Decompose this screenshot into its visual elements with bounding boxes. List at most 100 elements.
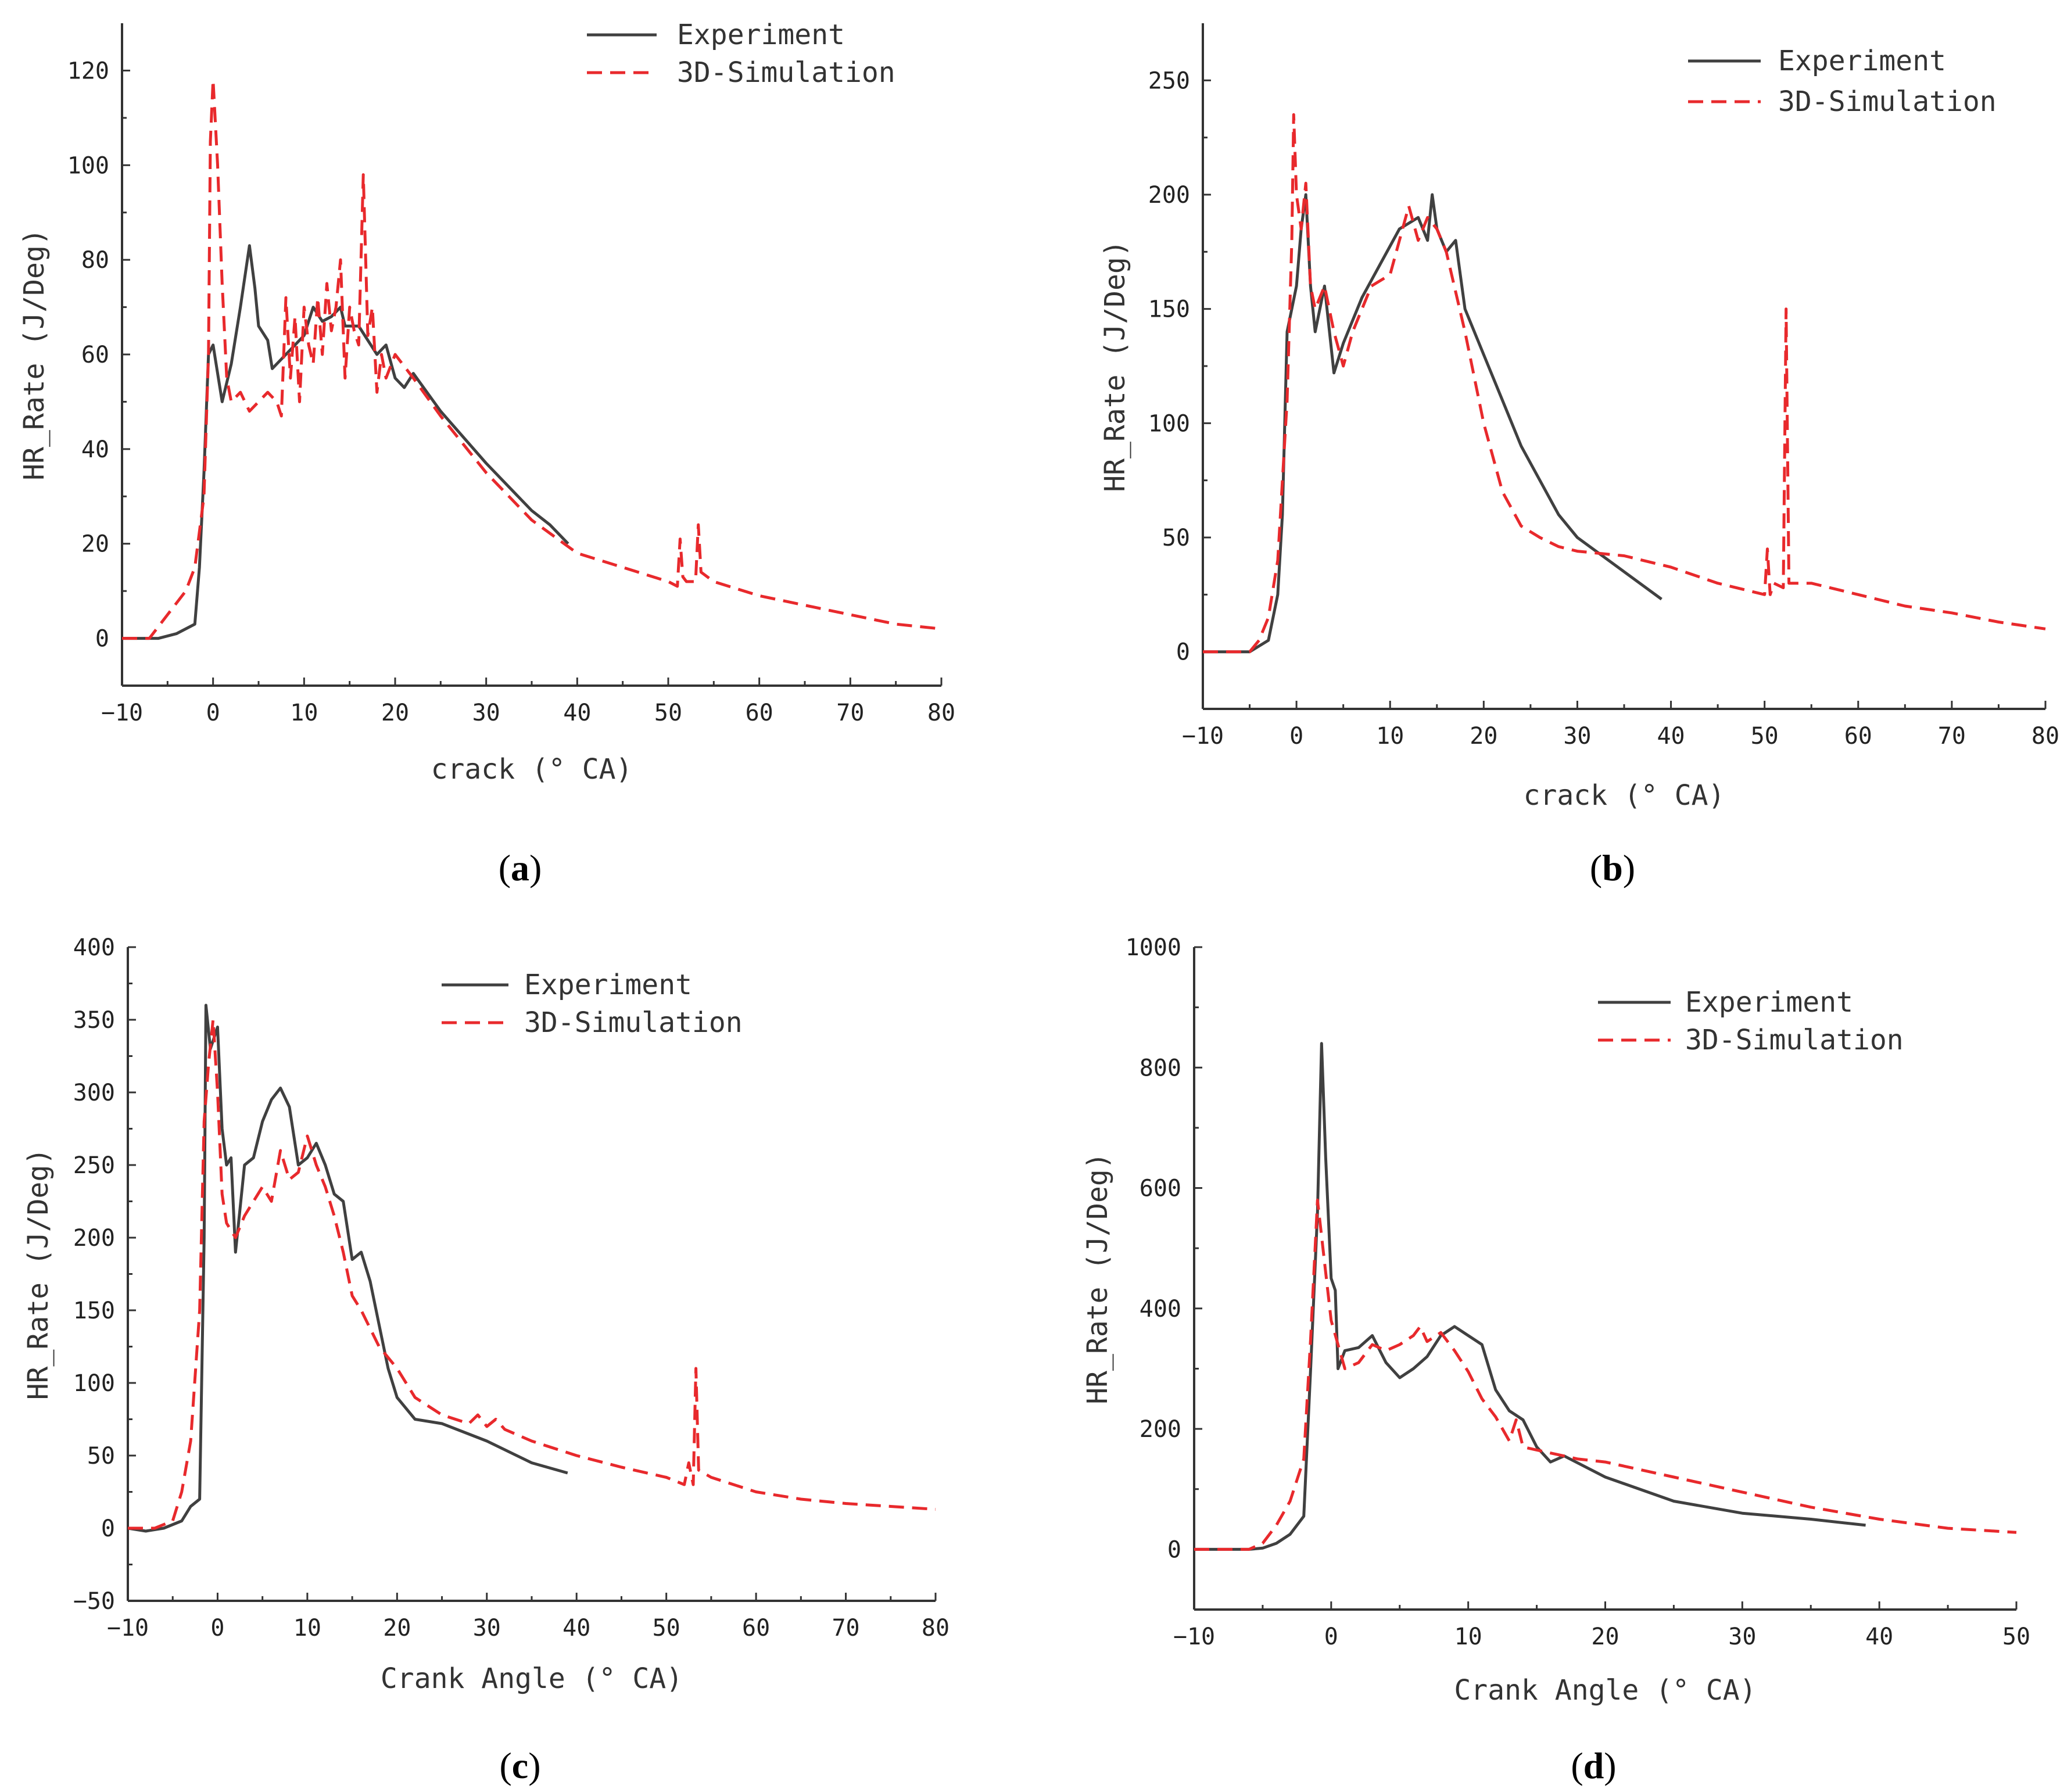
legend-label: 3D-Simulation bbox=[677, 56, 895, 89]
x-tick-label: 30 bbox=[1563, 723, 1591, 750]
x-tick-label: 40 bbox=[1865, 1623, 1893, 1650]
y-tick-label: 0 bbox=[1176, 639, 1190, 666]
x-tick-label: −10 bbox=[107, 1615, 149, 1642]
panel-caption: (b) bbox=[1590, 847, 1635, 888]
panel-b: −10 0 10 20 30 40 50 60 70 80 0 50 100 150 200 250 HR_Ra… bbox=[1099, 23, 2059, 888]
x-tick-label: 10 bbox=[1454, 1623, 1482, 1650]
x-tick-label: 0 bbox=[1289, 723, 1303, 750]
legend-label: Experiment bbox=[1778, 45, 1946, 77]
series-line-simulation bbox=[1194, 1198, 2017, 1551]
legend-label: Experiment bbox=[677, 19, 845, 51]
x-tick-label: 70 bbox=[836, 700, 864, 726]
y-tick-label: 40 bbox=[81, 436, 109, 463]
x-tick-label: 40 bbox=[1657, 723, 1685, 750]
y-tick-label: 200 bbox=[1148, 182, 1190, 209]
y-tick-label: 100 bbox=[67, 152, 109, 179]
x-tick-label: 60 bbox=[742, 1615, 770, 1642]
y-tick-label: 800 bbox=[1140, 1055, 1181, 1081]
x-tick-label: 10 bbox=[290, 700, 318, 726]
y-axis-label: HR_Rate (J/Deg) bbox=[1099, 240, 1131, 492]
x-axis-label: crack (° CA) bbox=[1524, 779, 1725, 812]
series-line-simulation bbox=[1203, 113, 2046, 654]
x-tick-label: 20 bbox=[383, 1615, 411, 1642]
y-axis-label: HR_Rate (J/Deg) bbox=[18, 228, 51, 480]
y-tick-label: 0 bbox=[95, 626, 109, 653]
y-tick-label: 50 bbox=[1162, 525, 1190, 551]
legend-label: 3D-Simulation bbox=[524, 1006, 743, 1039]
x-tick-label: 10 bbox=[293, 1615, 321, 1642]
x-tick-label: 50 bbox=[2002, 1623, 2030, 1650]
x-tick-label: 20 bbox=[381, 700, 409, 726]
panel-caption: (d) bbox=[1571, 1745, 1616, 1786]
series-line-simulation bbox=[128, 1018, 936, 1530]
y-tick-label: 600 bbox=[1140, 1175, 1181, 1202]
x-axis-label: Crank Angle (° CA) bbox=[1454, 1674, 1756, 1707]
x-tick-label: 40 bbox=[563, 700, 591, 726]
x-tick-label: 50 bbox=[654, 700, 682, 726]
y-tick-label: 100 bbox=[1148, 410, 1190, 437]
y-tick-label: 150 bbox=[1148, 296, 1190, 323]
panel-caption-letter: b bbox=[1602, 847, 1623, 888]
series-line-experiment bbox=[1194, 1042, 1866, 1551]
panel-caption-letter: c bbox=[512, 1745, 528, 1786]
x-tick-label: 0 bbox=[206, 700, 220, 726]
x-tick-label: 10 bbox=[1376, 723, 1404, 750]
x-tick-label: 70 bbox=[1938, 723, 1966, 750]
y-axis-label: HR_Rate (J/Deg) bbox=[22, 1148, 55, 1400]
y-tick-label: −50 bbox=[73, 1588, 115, 1615]
y-tick-label: 80 bbox=[81, 247, 109, 274]
y-tick-label: 250 bbox=[73, 1152, 115, 1179]
y-tick-label: 400 bbox=[1140, 1296, 1181, 1323]
y-tick-label: 60 bbox=[81, 342, 109, 368]
x-tick-label: −10 bbox=[1173, 1623, 1215, 1650]
y-tick-label: 0 bbox=[101, 1515, 115, 1542]
y-tick-label: 0 bbox=[1167, 1536, 1181, 1563]
x-tick-label: 80 bbox=[2031, 723, 2059, 750]
x-axis-label: Crank Angle (° CA) bbox=[381, 1662, 683, 1695]
x-tick-label: 30 bbox=[473, 1615, 501, 1642]
series-line-simulation bbox=[122, 78, 942, 640]
y-tick-label: 400 bbox=[73, 934, 115, 961]
x-tick-label: 30 bbox=[472, 700, 500, 726]
legend-label: Experiment bbox=[524, 969, 692, 1001]
panel-a: −10 0 10 20 30 40 50 60 70 80 0 20 40 60 80 100 120 HR_Ra… bbox=[18, 19, 955, 888]
legend-label: 3D-Simulation bbox=[1778, 85, 1997, 118]
y-tick-label: 1000 bbox=[1126, 934, 1181, 961]
panel-caption: (a) bbox=[499, 847, 542, 888]
x-tick-label: 0 bbox=[1324, 1623, 1338, 1650]
panel-caption-letter: d bbox=[1583, 1745, 1604, 1786]
series-line-experiment bbox=[127, 1003, 568, 1533]
legend-label: 3D-Simulation bbox=[1685, 1024, 1904, 1056]
y-tick-label: 350 bbox=[73, 1007, 115, 1034]
y-tick-label: 300 bbox=[73, 1080, 115, 1106]
y-tick-label: 150 bbox=[73, 1298, 115, 1324]
x-tick-label: −10 bbox=[1182, 723, 1224, 750]
x-tick-label: 0 bbox=[210, 1615, 224, 1642]
y-tick-label: 250 bbox=[1148, 67, 1190, 94]
panel-caption-letter: a bbox=[511, 847, 529, 888]
x-tick-label: 30 bbox=[1728, 1623, 1756, 1650]
y-tick-label: 100 bbox=[73, 1370, 115, 1397]
x-tick-label: 60 bbox=[1844, 723, 1872, 750]
x-tick-label: 20 bbox=[1591, 1623, 1619, 1650]
panel-d: −10 0 10 20 30 40 50 0 200 400 600 800 1000 HR_Rate (… bbox=[1081, 934, 2030, 1786]
panel-caption: (c) bbox=[499, 1745, 540, 1786]
y-axis-label: HR_Rate (J/Deg) bbox=[1081, 1152, 1114, 1404]
y-tick-label: 120 bbox=[67, 58, 109, 84]
x-tick-label: 60 bbox=[746, 700, 773, 726]
x-axis-label: crack (° CA) bbox=[431, 753, 633, 786]
y-tick-label: 20 bbox=[81, 531, 109, 558]
x-tick-label: 80 bbox=[927, 700, 955, 726]
legend-label: Experiment bbox=[1685, 986, 1853, 1019]
x-tick-label: −10 bbox=[101, 700, 143, 726]
y-tick-label: 200 bbox=[73, 1225, 115, 1252]
x-tick-label: 70 bbox=[832, 1615, 859, 1642]
x-tick-label: 40 bbox=[562, 1615, 590, 1642]
y-tick-label: 50 bbox=[87, 1443, 115, 1470]
x-tick-label: 80 bbox=[922, 1615, 949, 1642]
x-tick-label: 50 bbox=[653, 1615, 680, 1642]
panel-c: −10 0 10 20 30 40 50 60 70 80 −50 0 50 100 150 200 250 30… bbox=[22, 934, 949, 1786]
y-tick-label: 200 bbox=[1140, 1416, 1181, 1443]
